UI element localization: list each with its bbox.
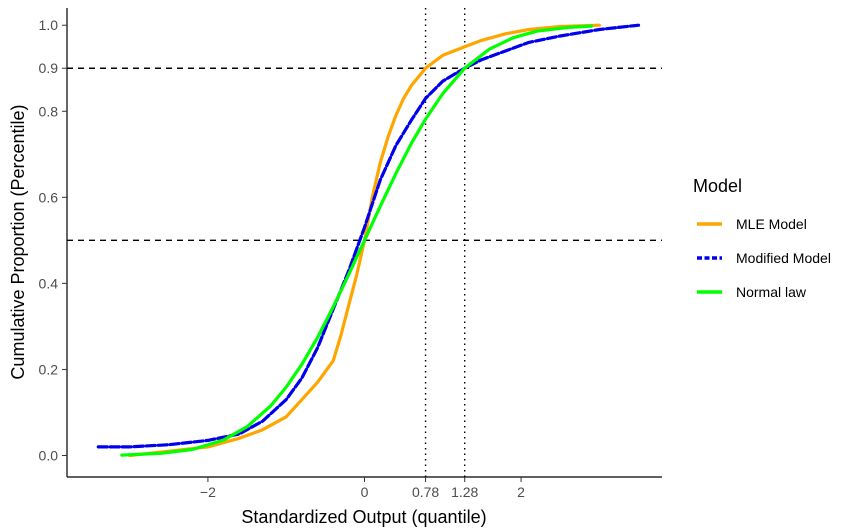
series-layer [96, 23, 641, 458]
series-line-2 [120, 24, 594, 457]
series-line-1 [96, 23, 641, 449]
x-tick-label-1: 0 [361, 484, 369, 500]
y-axis-ticks: 0.0 0.2 0.4 0.6 0.8 0.9 1.0 [39, 17, 67, 463]
y-tick-label-6: 1.0 [39, 17, 59, 33]
y-tick-label-5: 0.9 [39, 60, 59, 76]
x-axis-ticks: −2 0 0.78 1.28 2 [200, 477, 525, 500]
plot-panel: −2 0 0.78 1.28 2 0.0 0.2 0.4 0.6 0.8 0.9 1.0 [39, 8, 662, 500]
y-tick-label-0: 0.0 [39, 447, 59, 463]
x-tick-label-4: 2 [517, 484, 525, 500]
y-axis-title: Cumulative Proportion (Percentile) [8, 104, 28, 379]
legend-label-1: Modified Model [736, 250, 831, 266]
x-tick-label-0: −2 [200, 484, 216, 500]
series-line-0 [128, 23, 601, 458]
y-tick-label-2: 0.4 [39, 275, 59, 291]
x-tick-label-2: 0.78 [412, 484, 439, 500]
legend-label-2: Normal law [736, 284, 807, 300]
legend-title: Model [693, 176, 742, 196]
legend-label-0: MLE Model [736, 216, 807, 232]
x-tick-label-3: 1.28 [451, 484, 478, 500]
y-tick-label-3: 0.6 [39, 189, 59, 205]
x-axis-title: Standardized Output (quantile) [241, 507, 486, 527]
y-tick-label-1: 0.2 [39, 361, 59, 377]
y-tick-label-4: 0.8 [39, 103, 59, 119]
legend: Model MLE Model Modified Model Normal law [693, 176, 831, 300]
